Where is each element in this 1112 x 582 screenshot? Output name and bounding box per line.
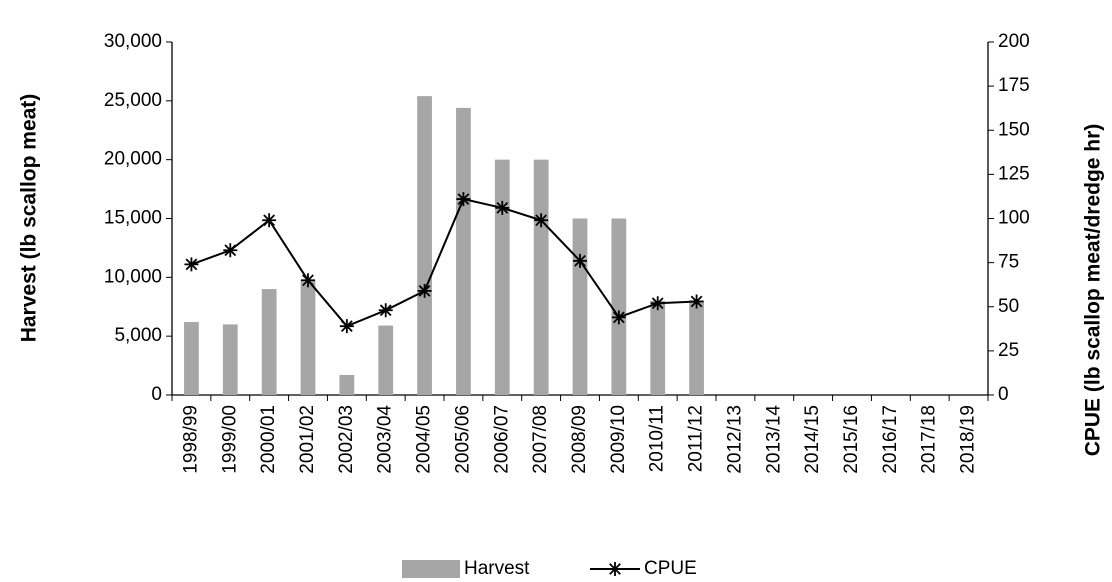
marker [301, 273, 315, 288]
y2-tick-label: 100 [998, 208, 1030, 229]
x-tick-label: 2015/16 [841, 405, 862, 474]
marker [223, 243, 238, 258]
x-tick-label: 2009/10 [608, 405, 629, 474]
x-tick-label: 2007/08 [530, 405, 551, 474]
bar [494, 159, 510, 395]
y2-tick-label: 175 [998, 75, 1030, 96]
bar [533, 159, 549, 395]
x-tick-label: 2000/01 [258, 405, 279, 474]
marker [378, 303, 393, 318]
bar [572, 218, 588, 395]
marker [650, 296, 665, 311]
y-tick-label: 10,000 [104, 266, 162, 287]
y2-tick-label: 200 [998, 31, 1030, 52]
marker [417, 283, 432, 298]
bar [222, 324, 238, 395]
bar [300, 279, 316, 395]
y2-tick-label: 150 [998, 119, 1030, 140]
legend-swatch [402, 560, 460, 578]
marker [262, 213, 277, 228]
x-tick-label: 2011/12 [686, 405, 707, 472]
marker [184, 257, 199, 272]
y-tick-label: 20,000 [104, 149, 162, 170]
bar [611, 218, 627, 395]
y2-axis-title: CPUE (lb scallop meat/dredge hr) [1082, 124, 1105, 457]
x-tick-label: 2017/18 [919, 405, 940, 474]
x-tick-label: 2008/09 [569, 405, 590, 474]
x-tick-label: 2006/07 [491, 405, 512, 474]
bar [650, 300, 666, 395]
legend-label: CPUE [644, 558, 697, 579]
x-tick-label: 2013/14 [763, 405, 784, 474]
x-tick-label: 2003/04 [375, 405, 396, 474]
x-tick-label: 2014/15 [802, 405, 823, 474]
x-tick-label: 2012/13 [724, 405, 745, 474]
line [191, 197, 697, 328]
x-tick-label: 2004/05 [414, 405, 435, 474]
y-tick-label: 0 [151, 384, 162, 405]
y-axis-title: Harvest (lb scallop meat) [18, 94, 41, 343]
x-tick-label: 2018/19 [958, 405, 979, 474]
x-tick-label: 1999/00 [219, 405, 240, 474]
bar [689, 300, 704, 395]
legend-label: Harvest [464, 558, 530, 579]
x-tick-label: 2005/06 [452, 405, 473, 474]
y-tick-label: 25,000 [104, 90, 162, 111]
y-tick-label: 30,000 [104, 31, 162, 52]
bar [456, 107, 471, 395]
marker [456, 192, 471, 207]
marker [573, 253, 587, 268]
y2-tick-label: 50 [998, 296, 1019, 317]
legend-marker [608, 562, 622, 576]
x-tick-label: 1998/99 [180, 405, 201, 474]
y2-tick-label: 75 [998, 252, 1019, 273]
y-tick-label: 5,000 [114, 325, 162, 346]
bar [339, 374, 355, 395]
marker [611, 310, 626, 325]
marker [689, 294, 704, 309]
bar [378, 325, 394, 395]
bar [184, 322, 199, 395]
y2-tick-label: 25 [998, 340, 1019, 361]
y-tick-label: 15,000 [104, 208, 162, 229]
marker [495, 200, 510, 215]
x-tick-label: 2010/11 [647, 405, 668, 472]
marker [534, 213, 549, 228]
y2-tick-label: 0 [998, 384, 1009, 405]
bar [417, 96, 432, 396]
x-tick-label: 2001/02 [297, 405, 318, 474]
marker [339, 319, 354, 334]
x-tick-label: 2016/17 [880, 405, 901, 474]
x-tick-label: 2002/03 [336, 405, 357, 474]
y2-tick-label: 125 [998, 163, 1030, 184]
bar [261, 289, 277, 395]
